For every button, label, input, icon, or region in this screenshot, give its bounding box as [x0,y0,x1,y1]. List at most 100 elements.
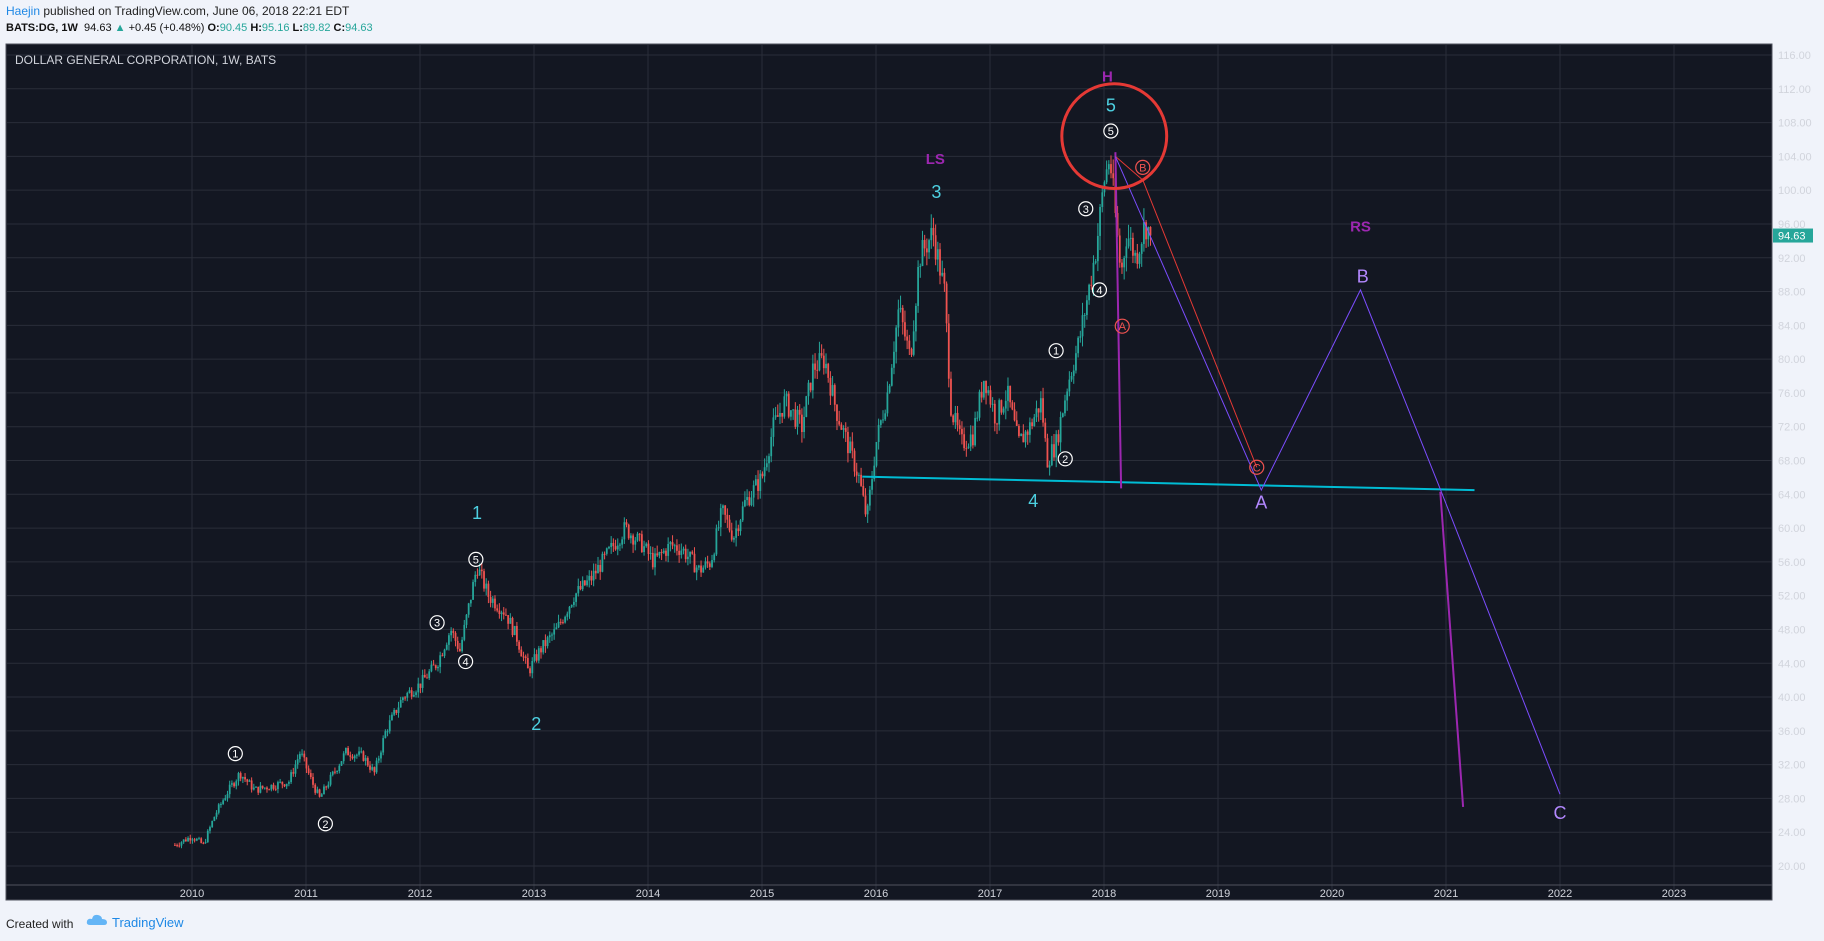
candle-body [467,603,470,615]
candle-body [776,415,779,417]
candle-body [1099,206,1101,236]
candle-body [879,420,882,425]
y-tick-label: 104.00 [1778,151,1812,163]
cloud-icon [86,914,107,925]
candle-body [987,390,990,394]
tradingview-link[interactable]: TradingView [112,915,184,930]
candle-body [969,434,972,447]
candle-body [886,392,889,414]
wave-label: A [1255,493,1267,513]
candle-body [678,550,681,555]
candle-body [404,697,406,699]
candle-body [1022,433,1025,443]
y-tick-label: 76.00 [1778,388,1806,400]
candle-body [474,574,477,583]
candle-body [906,336,909,341]
wave-label: C [1253,462,1261,474]
candle-body [1127,238,1130,247]
candle-body [463,624,466,640]
y-tick-label: 40.00 [1778,692,1806,704]
candle-body [246,779,249,782]
y-tick-label: 96.00 [1778,219,1806,231]
candle-body [1020,433,1023,436]
candle-body [1077,337,1080,354]
candle-body [840,424,843,430]
candle-body [513,625,516,636]
author-link[interactable]: Haejin [6,4,41,18]
candle-body [630,535,632,539]
candle-body [660,551,663,553]
open-label: O: [207,22,220,34]
candle-body [494,598,496,609]
candle-body [290,772,292,783]
candle-body [868,489,871,506]
candle-body [180,842,183,846]
candle-body [1138,253,1141,264]
wave-label-circle [317,816,333,832]
candle-body [505,614,507,616]
candle-body [873,465,876,480]
candle-body [375,760,378,773]
candle-body [632,535,634,545]
candle-body [1096,235,1099,262]
candle-body [928,240,930,253]
candle-body [314,784,317,793]
candle-body [697,565,700,568]
candle-body [548,635,551,638]
candle-body [182,839,185,843]
candle-body [391,714,393,721]
wave-label: 5 [1106,96,1116,116]
candle-body [522,656,525,658]
candle-body [671,542,674,546]
candle-body [728,519,731,531]
candle-body [765,463,768,468]
symbol-info: BATS:DG, 1W 94.63 ▲ +0.45 (+0.48%) O:90.… [6,22,373,34]
x-tick-label: 2017 [978,888,1002,900]
candle-body [509,617,512,624]
candle-body [645,543,648,547]
candle-body [338,765,341,772]
y-tick-label: 44.00 [1778,658,1806,670]
x-tick-label: 2013 [522,888,546,900]
candle-body [774,415,777,418]
candle-body [954,412,957,423]
y-tick-label: 60.00 [1778,523,1806,535]
candle-body [1105,169,1108,183]
candle-body [586,580,588,586]
candle-body [373,767,376,773]
candle-body [288,782,290,784]
candle-body [588,575,591,581]
candle-body [785,393,788,397]
wave-label: H [1102,68,1113,85]
candle-body [737,528,740,532]
candle-body [614,546,617,550]
candle-body [998,400,1001,425]
x-tick-label: 2012 [408,888,432,900]
candle-body [537,648,540,661]
candle-body [419,683,422,688]
candle-body [443,649,446,656]
candle-body [825,363,827,369]
x-tick-label: 2011 [294,888,318,900]
candle-body [829,377,832,396]
candle-body [619,544,621,546]
candle-body [897,309,900,328]
candle-body [480,569,483,572]
candle-body [465,614,468,625]
wave-label-circle [1048,343,1064,359]
candle-body [921,239,924,267]
candle-body [956,412,959,426]
candle-body [323,786,325,795]
candle-body [318,789,321,797]
x-tick-label: 2010 [180,888,204,900]
wave-label-circle [429,615,445,631]
candle-body [831,385,834,396]
candle-body [377,758,380,761]
y-tick-label: 92.00 [1778,253,1806,265]
candle-body [748,497,751,506]
created-with-text: Created with [6,917,74,931]
candle-body [255,786,257,788]
candle-body [665,550,667,556]
x-tick-label: 2020 [1320,888,1344,900]
